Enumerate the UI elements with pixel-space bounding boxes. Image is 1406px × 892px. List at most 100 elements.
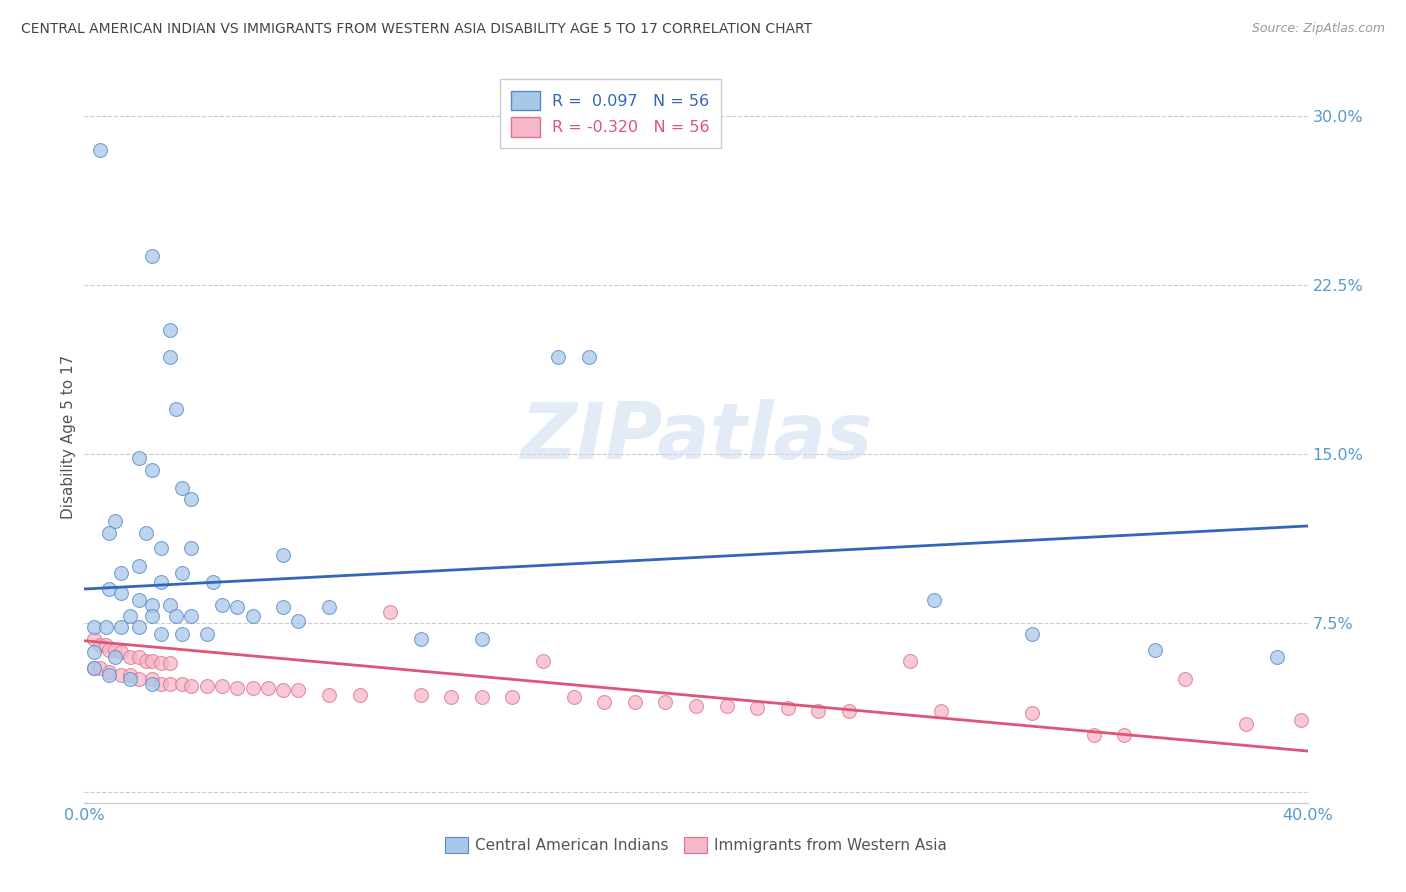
Point bbox=[149, 575, 172, 590]
Point bbox=[593, 694, 616, 708]
Point bbox=[135, 654, 157, 668]
Point bbox=[716, 699, 738, 714]
Point bbox=[211, 598, 233, 612]
Point bbox=[149, 627, 172, 641]
Point bbox=[838, 704, 860, 718]
Point bbox=[141, 598, 163, 612]
Point bbox=[83, 645, 105, 659]
Point bbox=[226, 681, 249, 695]
Point bbox=[776, 701, 799, 715]
Point bbox=[624, 694, 647, 708]
Point bbox=[440, 690, 463, 704]
Point bbox=[1291, 713, 1313, 727]
Point bbox=[159, 676, 181, 690]
Point bbox=[685, 699, 707, 714]
Point bbox=[409, 688, 432, 702]
Point bbox=[287, 683, 309, 698]
Point bbox=[271, 548, 294, 562]
Point bbox=[271, 683, 294, 698]
Text: ZIPatlas: ZIPatlas bbox=[520, 399, 872, 475]
Point bbox=[89, 143, 111, 157]
Point bbox=[257, 681, 280, 695]
Point bbox=[172, 566, 194, 581]
Point bbox=[807, 704, 830, 718]
Point bbox=[242, 681, 264, 695]
Point bbox=[1265, 649, 1288, 664]
Point bbox=[141, 676, 163, 690]
Point bbox=[128, 451, 150, 466]
Point bbox=[180, 609, 202, 624]
Point bbox=[242, 609, 264, 624]
Point bbox=[1174, 672, 1197, 686]
Point bbox=[898, 654, 921, 668]
Point bbox=[159, 598, 181, 612]
Point bbox=[128, 559, 150, 574]
Point bbox=[159, 350, 181, 364]
Point bbox=[165, 401, 187, 416]
Point bbox=[89, 638, 111, 652]
Point bbox=[502, 690, 524, 704]
Point bbox=[120, 649, 142, 664]
Point bbox=[211, 679, 233, 693]
Point bbox=[141, 249, 163, 263]
Point bbox=[195, 627, 218, 641]
Point bbox=[89, 661, 111, 675]
Point bbox=[149, 657, 172, 671]
Point bbox=[747, 701, 769, 715]
Point bbox=[562, 690, 585, 704]
Point bbox=[141, 609, 163, 624]
Point bbox=[83, 661, 105, 675]
Point bbox=[578, 350, 600, 364]
Point bbox=[120, 667, 142, 681]
Point bbox=[165, 609, 187, 624]
Point bbox=[287, 614, 309, 628]
Point bbox=[97, 642, 120, 657]
Point bbox=[83, 661, 105, 675]
Point bbox=[141, 654, 163, 668]
Point bbox=[110, 586, 132, 600]
Point bbox=[380, 605, 402, 619]
Point bbox=[110, 645, 132, 659]
Point bbox=[1114, 728, 1136, 742]
Point bbox=[471, 632, 494, 646]
Text: CENTRAL AMERICAN INDIAN VS IMMIGRANTS FROM WESTERN ASIA DISABILITY AGE 5 TO 17 C: CENTRAL AMERICAN INDIAN VS IMMIGRANTS FR… bbox=[21, 22, 813, 37]
Point bbox=[97, 525, 120, 540]
Point bbox=[97, 667, 120, 681]
Point bbox=[120, 609, 142, 624]
Point bbox=[531, 654, 554, 668]
Point bbox=[83, 620, 105, 634]
Point bbox=[110, 667, 132, 681]
Point bbox=[128, 593, 150, 607]
Point bbox=[141, 672, 163, 686]
Point bbox=[83, 632, 105, 646]
Legend: Central American Indians, Immigrants from Western Asia: Central American Indians, Immigrants fro… bbox=[437, 830, 955, 861]
Point bbox=[128, 620, 150, 634]
Text: Source: ZipAtlas.com: Source: ZipAtlas.com bbox=[1251, 22, 1385, 36]
Point bbox=[318, 599, 340, 614]
Point bbox=[180, 491, 202, 506]
Point bbox=[120, 672, 142, 686]
Point bbox=[1021, 706, 1043, 720]
Point bbox=[104, 649, 127, 664]
Point bbox=[349, 688, 371, 702]
Point bbox=[172, 676, 194, 690]
Point bbox=[1143, 642, 1166, 657]
Point bbox=[110, 566, 132, 581]
Point bbox=[128, 649, 150, 664]
Point bbox=[159, 657, 181, 671]
Point bbox=[1021, 627, 1043, 641]
Point bbox=[547, 350, 569, 364]
Point bbox=[180, 679, 202, 693]
Point bbox=[149, 676, 172, 690]
Point bbox=[159, 323, 181, 337]
Point bbox=[180, 541, 202, 556]
Point bbox=[172, 481, 194, 495]
Point bbox=[924, 593, 946, 607]
Point bbox=[104, 515, 127, 529]
Point bbox=[1236, 717, 1258, 731]
Point bbox=[104, 642, 127, 657]
Point bbox=[172, 627, 194, 641]
Point bbox=[1083, 728, 1105, 742]
Point bbox=[195, 679, 218, 693]
Point bbox=[110, 620, 132, 634]
